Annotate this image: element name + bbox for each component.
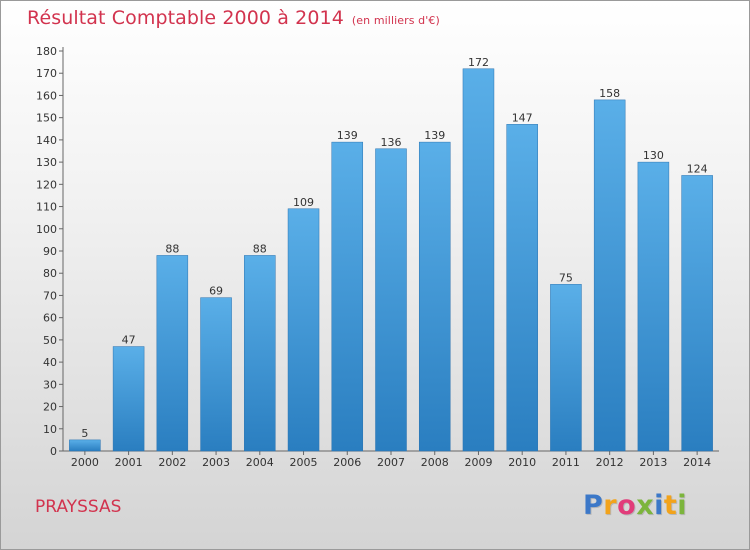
bar-2005	[287, 208, 320, 452]
bar-2001	[112, 346, 145, 452]
logo-letter: i	[654, 490, 664, 521]
bar-value-label: 88	[253, 242, 267, 255]
y-tick-label: 30	[43, 378, 57, 391]
logo-letter: i	[677, 490, 688, 521]
y-tick-label: 170	[36, 67, 57, 80]
bar-2009	[462, 68, 495, 452]
y-tick-label: 140	[36, 134, 57, 147]
bar-2014	[681, 175, 713, 452]
x-tick-label: 2012	[596, 456, 624, 469]
bar-value-label: 147	[512, 111, 533, 124]
logo-letter: x	[636, 490, 655, 521]
bar-value-label: 109	[293, 196, 314, 209]
bar-2003	[200, 297, 232, 452]
x-tick-label: 2009	[464, 456, 492, 469]
bar-value-label: 88	[165, 242, 179, 255]
y-tick-label: 80	[43, 267, 57, 280]
logo-letter: P	[583, 490, 604, 521]
chart-labels: 5 2000 47 2001 88 2002 69 2003 88 2004 109 2005 139 2…	[71, 56, 711, 469]
chart-bars	[69, 68, 713, 452]
x-tick-label: 2004	[246, 456, 274, 469]
x-tick-label: 2007	[377, 456, 405, 469]
bar-2002	[156, 255, 189, 452]
x-tick-label: 2011	[552, 456, 580, 469]
x-tick-label: 2008	[421, 456, 449, 469]
x-tick-label: 2010	[508, 456, 536, 469]
x-tick-label: 2000	[71, 456, 99, 469]
bar-value-label: 139	[337, 129, 358, 142]
bar-2000	[69, 439, 101, 452]
bar-value-label: 139	[424, 129, 445, 142]
y-tick-label: 10	[43, 423, 57, 436]
logo-letter: t	[663, 490, 678, 521]
logo-letter: o	[617, 490, 637, 521]
x-tick-label: 2006	[333, 456, 361, 469]
y-tick-label: 180	[36, 45, 57, 58]
bar-value-label: 75	[559, 271, 573, 284]
x-tick-label: 2014	[683, 456, 711, 469]
bar-2011	[550, 284, 582, 452]
logo-letter: r	[603, 490, 618, 521]
bar-2010	[506, 124, 538, 452]
y-tick-label: 70	[43, 289, 57, 302]
bar-value-label: 124	[687, 162, 708, 175]
y-tick-label: 20	[43, 401, 57, 414]
bar-value-label: 136	[381, 136, 402, 149]
bar-2006	[331, 141, 364, 452]
y-tick-label: 90	[43, 245, 57, 258]
bar-value-label: 172	[468, 56, 489, 69]
bar-2012	[593, 99, 626, 452]
bar-2013	[637, 161, 670, 452]
y-tick-label: 120	[36, 178, 57, 191]
proxiti-logo: Proxiti	[583, 490, 687, 521]
y-tick-label: 60	[43, 312, 57, 325]
y-tick-label: 50	[43, 334, 57, 347]
bar-value-label: 158	[599, 87, 620, 100]
bar-2007	[375, 148, 407, 452]
y-tick-label: 40	[43, 356, 57, 369]
bar-2004	[244, 255, 276, 452]
bar-value-label: 5	[81, 427, 88, 440]
bar-2008	[418, 141, 451, 452]
y-tick-label: 0	[50, 445, 57, 458]
x-tick-label: 2003	[202, 456, 230, 469]
bar-value-label: 130	[643, 149, 664, 162]
y-tick-label: 160	[36, 89, 57, 102]
bar-value-label: 69	[209, 285, 223, 298]
x-tick-label: 2002	[158, 456, 186, 469]
x-tick-label: 2001	[115, 456, 143, 469]
chart-title: Résultat Comptable 2000 à 2014 (en millie…	[27, 7, 440, 29]
chart-title-text: Résultat Comptable 2000 à 2014	[27, 7, 344, 29]
x-tick-label: 2005	[290, 456, 318, 469]
y-tick-label: 100	[36, 223, 57, 236]
y-tick-label: 130	[36, 156, 57, 169]
y-tick-label: 110	[36, 201, 57, 214]
commune-name: PRAYSSAS	[35, 497, 122, 517]
y-tick-label: 150	[36, 112, 57, 125]
bar-value-label: 47	[122, 334, 136, 347]
x-tick-label: 2013	[639, 456, 667, 469]
chart-subtitle: (en milliers d'€)	[351, 14, 440, 27]
